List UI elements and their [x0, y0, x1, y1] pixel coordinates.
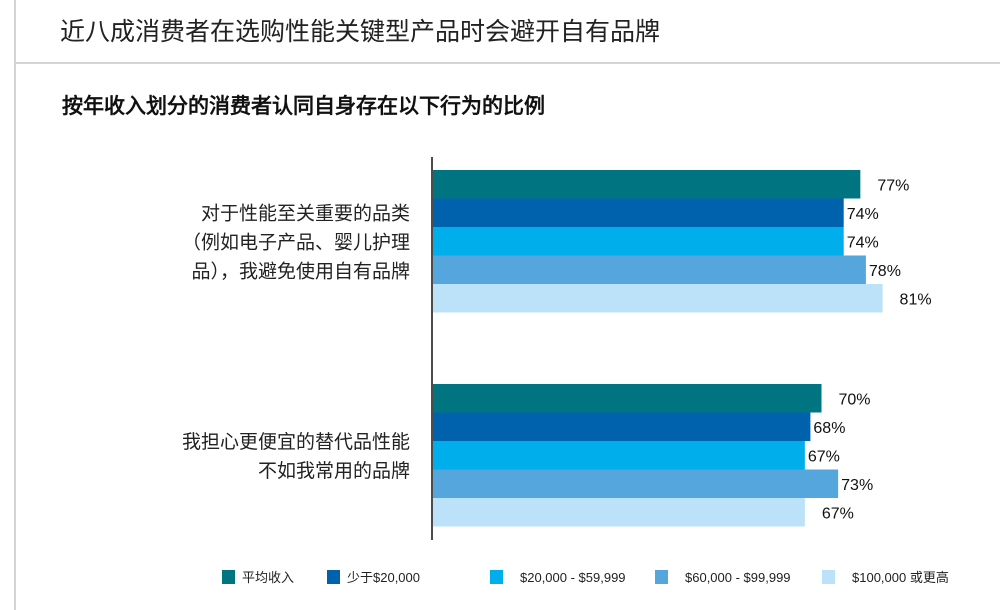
category-label: 不如我常用的品牌 — [258, 460, 410, 482]
category-label: 品），我避免使用自有品牌 — [191, 260, 410, 282]
legend-swatch — [822, 570, 835, 584]
legend-label: 平均收入 — [242, 570, 294, 585]
bar — [433, 284, 883, 313]
data-label: 74% — [847, 234, 879, 251]
legend-swatch — [490, 570, 503, 584]
bar — [433, 498, 805, 527]
bar — [433, 227, 844, 256]
data-label: 74% — [847, 206, 879, 223]
category-label: 我担心更便宜的替代品性能 — [182, 431, 410, 453]
legend-label: $100,000 或更高 — [852, 570, 949, 585]
data-label: 77% — [877, 177, 909, 194]
bar — [433, 469, 839, 498]
data-label: 81% — [900, 291, 932, 308]
data-label: 73% — [841, 477, 873, 494]
data-label: 67% — [808, 448, 840, 465]
bar — [433, 255, 866, 284]
data-label: 68% — [813, 420, 845, 437]
title-divider — [16, 62, 1000, 64]
category-label: （例如电子产品、婴儿护理 — [182, 231, 410, 253]
bar — [433, 441, 805, 470]
chart-subtitle: 按年收入划分的消费者认同自身存在以下行为的比例 — [62, 94, 545, 118]
left-border — [14, 0, 16, 610]
legend-swatch — [655, 570, 668, 584]
category-label: 对于性能至关重要的品类 — [201, 202, 410, 224]
data-label: 70% — [839, 391, 871, 408]
data-label: 78% — [869, 263, 901, 280]
bar — [433, 198, 844, 227]
legend-label: 少于$20,000 — [347, 570, 420, 585]
legend-swatch — [327, 570, 340, 584]
bar — [433, 170, 861, 199]
bar — [433, 384, 822, 413]
legend-swatch — [222, 570, 235, 584]
legend-label: $60,000 - $99,999 — [685, 570, 791, 585]
page-title: 近八成消费者在选购性能关键型产品时会避开自有品牌 — [60, 17, 661, 46]
legend-label: $20,000 - $59,999 — [520, 570, 626, 585]
bar — [433, 412, 811, 441]
data-label: 67% — [822, 505, 854, 522]
